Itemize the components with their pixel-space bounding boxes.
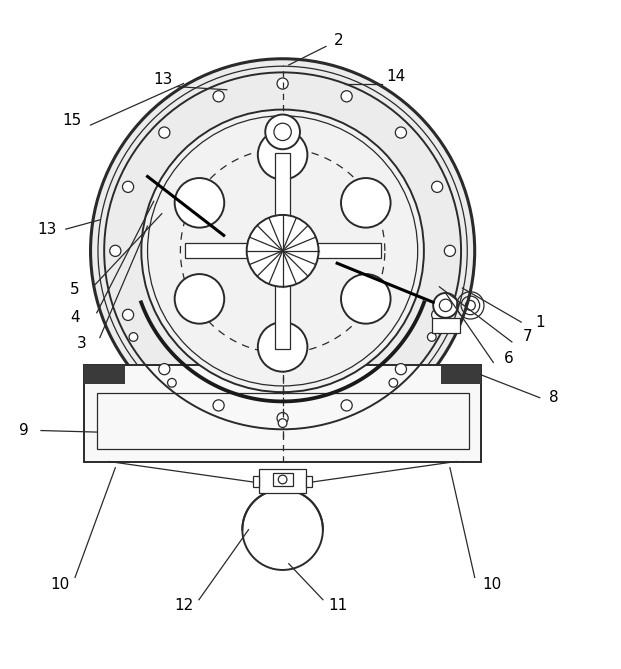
Text: 9: 9 — [19, 423, 29, 438]
Circle shape — [396, 363, 407, 375]
Text: 10: 10 — [50, 577, 69, 592]
Bar — [84, 365, 125, 384]
Bar — [84, 365, 481, 462]
Circle shape — [341, 274, 391, 324]
Text: 12: 12 — [174, 598, 193, 613]
Circle shape — [213, 400, 224, 411]
Bar — [260, 469, 306, 492]
Bar — [441, 365, 481, 384]
Text: 3: 3 — [76, 337, 86, 351]
Circle shape — [427, 332, 436, 341]
Circle shape — [432, 181, 443, 193]
Bar — [253, 476, 260, 487]
Circle shape — [341, 178, 391, 227]
Circle shape — [432, 309, 443, 320]
Circle shape — [175, 178, 224, 227]
Circle shape — [122, 309, 134, 320]
Circle shape — [159, 127, 170, 138]
Circle shape — [122, 181, 134, 193]
Bar — [432, 318, 460, 333]
Circle shape — [91, 59, 474, 443]
Circle shape — [277, 78, 288, 89]
Text: 10: 10 — [483, 577, 502, 592]
Text: 5: 5 — [70, 282, 80, 298]
Text: 8: 8 — [549, 390, 559, 405]
Circle shape — [433, 293, 458, 318]
Circle shape — [341, 91, 352, 102]
Circle shape — [129, 332, 138, 341]
Text: 14: 14 — [386, 70, 406, 84]
Circle shape — [110, 246, 121, 256]
Text: 2: 2 — [333, 33, 343, 47]
Circle shape — [389, 379, 397, 387]
Circle shape — [159, 363, 170, 375]
Text: 13: 13 — [37, 221, 57, 237]
Circle shape — [445, 246, 455, 256]
Circle shape — [247, 215, 319, 287]
Circle shape — [258, 322, 307, 372]
Circle shape — [265, 114, 300, 149]
Bar — [184, 244, 381, 258]
Bar — [306, 476, 312, 487]
Bar — [275, 153, 290, 349]
Circle shape — [142, 110, 424, 392]
Text: 7: 7 — [522, 329, 532, 345]
Text: 1: 1 — [535, 314, 545, 330]
Circle shape — [258, 130, 307, 179]
Circle shape — [168, 379, 176, 387]
Circle shape — [278, 475, 287, 484]
Text: 6: 6 — [504, 351, 514, 365]
Text: 11: 11 — [329, 598, 348, 613]
Circle shape — [242, 490, 323, 570]
Circle shape — [277, 413, 288, 423]
Circle shape — [213, 91, 224, 102]
Bar — [97, 393, 468, 449]
Circle shape — [274, 123, 291, 140]
Circle shape — [396, 127, 407, 138]
Text: 13: 13 — [153, 72, 173, 87]
Circle shape — [341, 400, 352, 411]
Bar — [273, 473, 292, 486]
Circle shape — [175, 274, 224, 324]
Circle shape — [278, 419, 287, 427]
Text: 4: 4 — [70, 310, 80, 325]
Text: 15: 15 — [62, 113, 81, 128]
Circle shape — [440, 299, 451, 312]
